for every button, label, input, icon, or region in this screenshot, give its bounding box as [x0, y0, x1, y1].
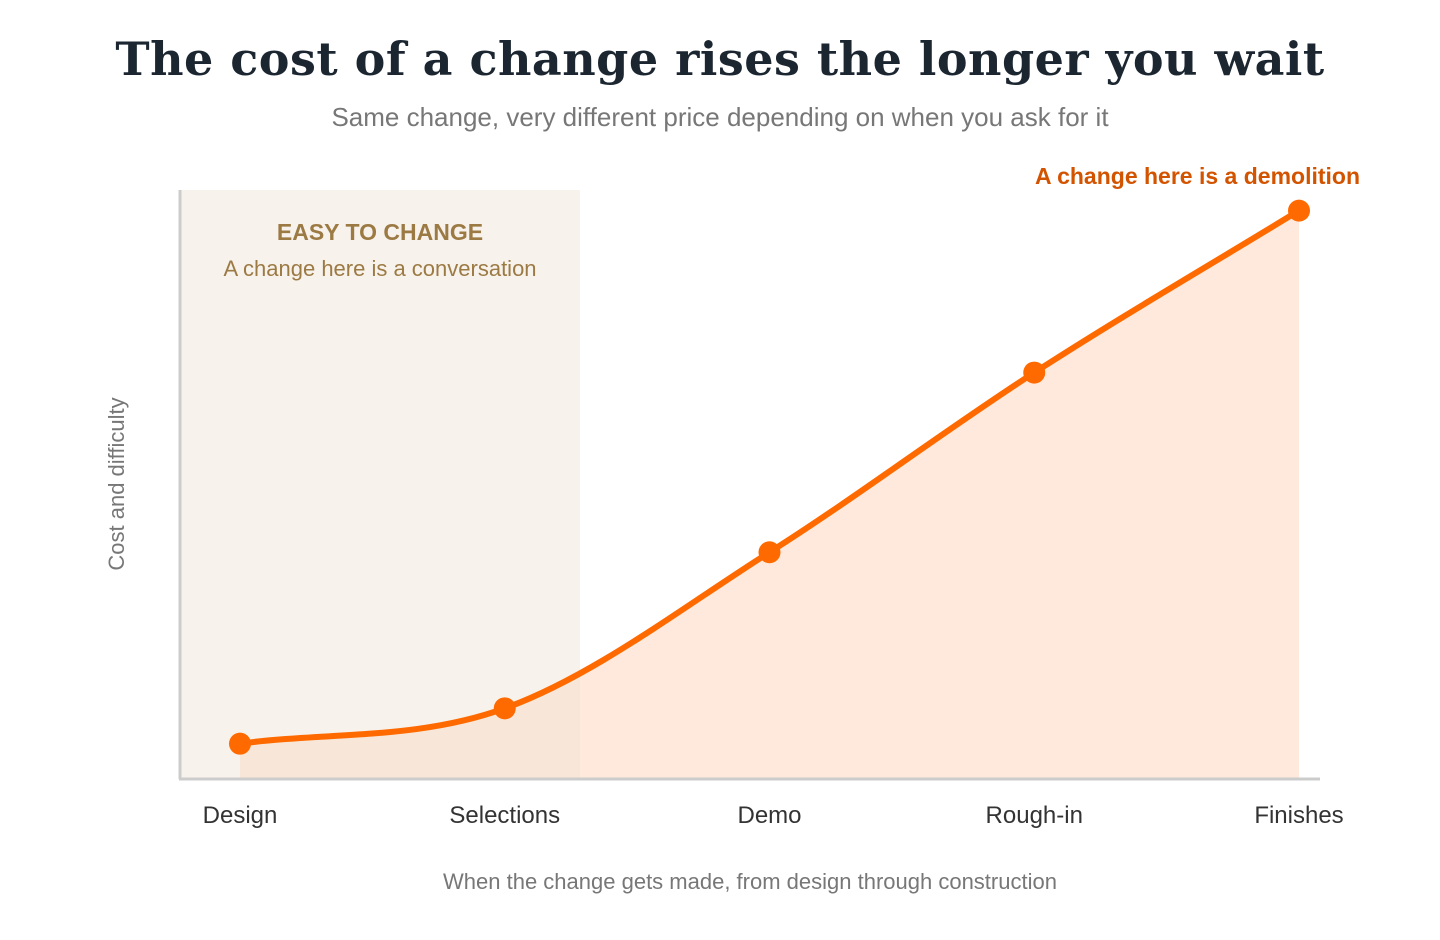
x-tick-label-demo: Demo	[737, 802, 801, 829]
x-tick-label-design: Design	[203, 802, 278, 829]
demolition-annotation: A change here is a demolition	[1035, 163, 1360, 189]
y-axis-label: Cost and difficulty	[104, 397, 129, 570]
easy-zone-title: EASY TO CHANGE	[277, 219, 483, 245]
data-point-finishes	[1288, 199, 1310, 222]
chart-title: The cost of a change rises the longer yo…	[115, 32, 1325, 86]
x-tick-label-finishes: Finishes	[1254, 802, 1343, 829]
area-fill	[240, 210, 1299, 780]
data-point-selections	[493, 697, 516, 720]
plot-layer	[181, 190, 1310, 780]
data-point-demo	[758, 541, 781, 564]
x-tick-label-rough-in: Rough-in	[986, 802, 1083, 829]
x-tick-label-selections: Selections	[449, 802, 560, 829]
easy-zone-subtitle: A change here is a conversation	[223, 256, 536, 281]
chart-subtitle: Same change, very different price depend…	[331, 102, 1109, 132]
data-point-rough-in	[1023, 361, 1046, 384]
x-tick-labels: Design Selections Demo Rough-in Finishes	[203, 802, 1344, 829]
easy-zone-band	[181, 190, 580, 779]
data-point-design	[229, 732, 251, 755]
x-axis-label: When the change gets made, from design t…	[443, 869, 1057, 894]
